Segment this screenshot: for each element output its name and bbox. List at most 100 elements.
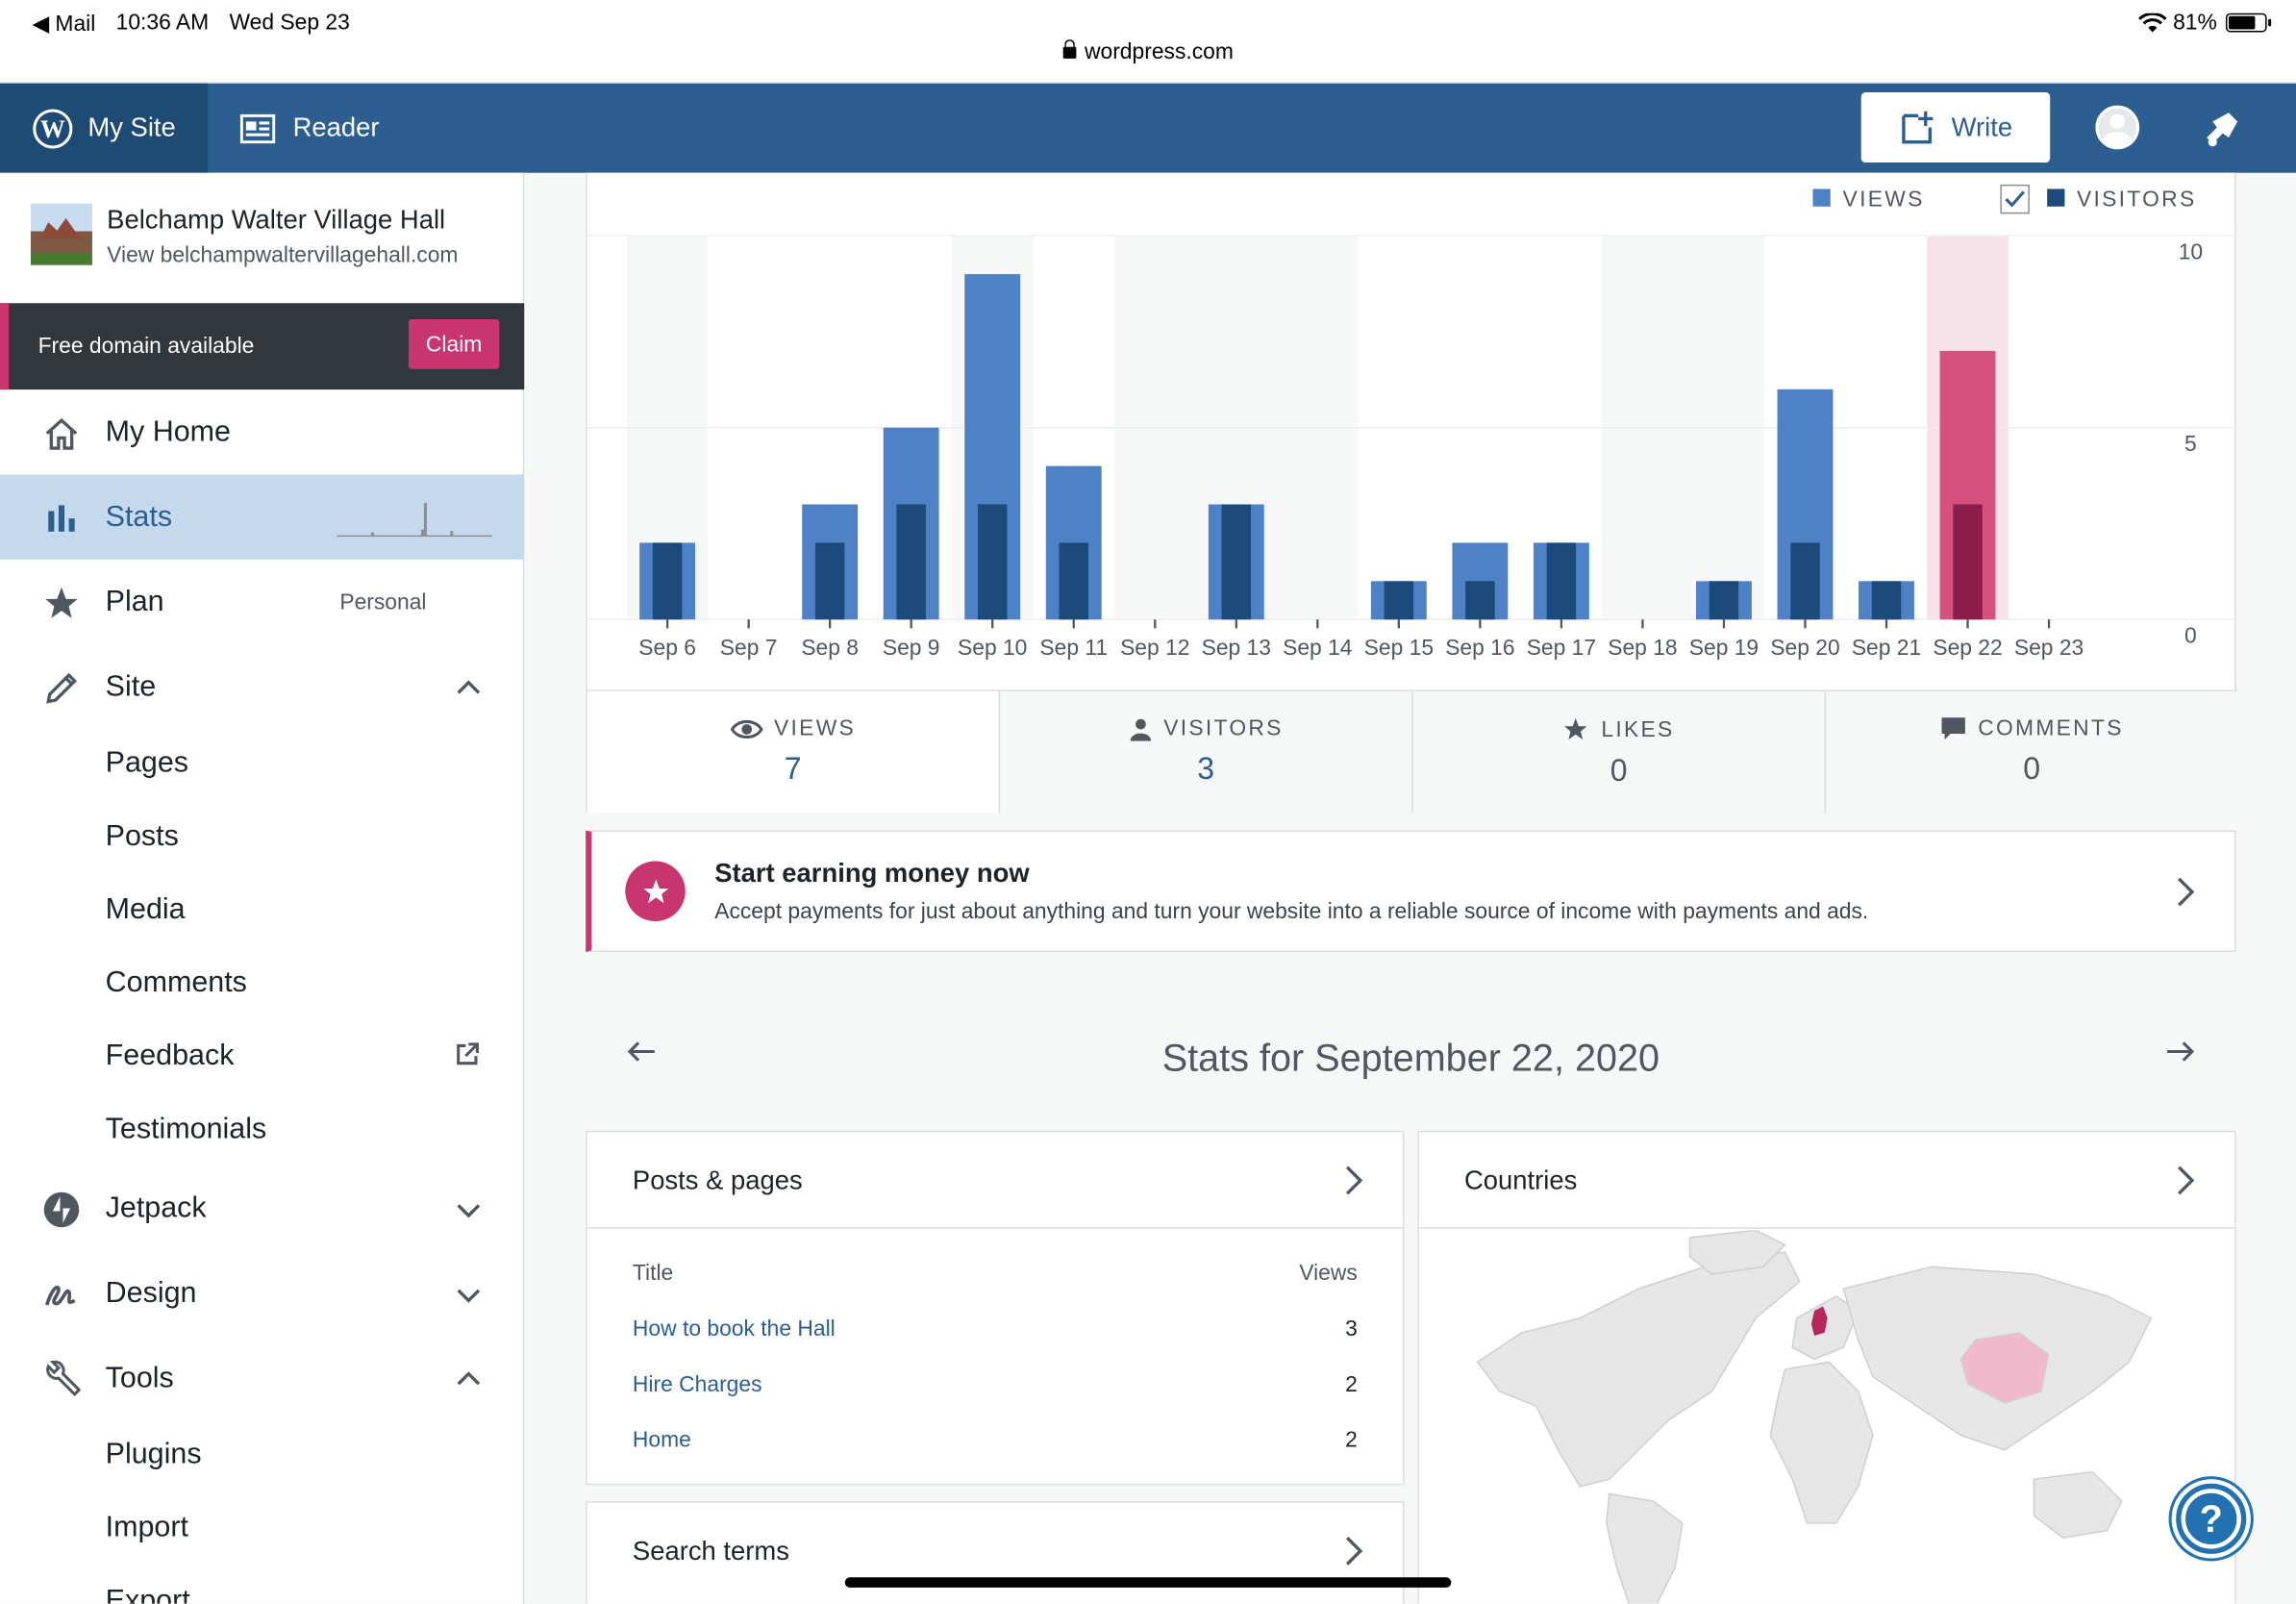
map-country-china (1959, 1332, 2050, 1404)
sidebar-item-design[interactable]: Design (0, 1251, 524, 1336)
sidebar-item-pages[interactable]: Pages (105, 746, 189, 780)
comment-bubble-icon (1941, 717, 1965, 740)
y-tick-label: 5 (2184, 431, 2197, 456)
my-site-button[interactable]: W My Site (0, 83, 209, 173)
y-tick-label: 0 (2184, 623, 2197, 648)
sidebar-item-label: Tools (105, 1361, 174, 1394)
back-to-app[interactable]: ◀ Mail (32, 12, 96, 38)
y-tick-label: 10 (2179, 239, 2203, 264)
x-tick-label: Sep 20 (1770, 635, 1839, 660)
chevron-down-icon (457, 1289, 481, 1303)
visitors-bar (1953, 504, 1983, 620)
visitors-bar (1871, 581, 1902, 620)
wifi-icon (2138, 12, 2167, 32)
star-icon (45, 587, 78, 618)
earn-money-banner[interactable]: Start earning money now Accept payments … (586, 830, 2236, 952)
wordpress-logo-icon: W (33, 108, 73, 148)
chevron-up-icon (457, 680, 481, 694)
write-button[interactable]: Write (1860, 91, 2051, 163)
sidebar-item-comments[interactable]: Comments (105, 966, 247, 999)
sidebar-item-label: Site (105, 669, 157, 703)
countries-header[interactable]: Countries (1418, 1132, 2235, 1229)
sidebar-item-jetpack[interactable]: Jetpack (0, 1165, 524, 1250)
post-row-views: 2 (1345, 1372, 1358, 1397)
arrow-right-icon[interactable] (2166, 1040, 2195, 1063)
post-row-title[interactable]: How to book the Hall (632, 1316, 836, 1342)
site-header[interactable]: Belchamp Walter Village Hall View belcha… (0, 173, 524, 304)
url-bar[interactable]: wordpress.com (0, 39, 2296, 64)
map-south-america (1605, 1492, 1684, 1604)
sidebar-item-my-home[interactable]: My Home (0, 389, 524, 474)
chevron-up-icon (457, 1371, 481, 1386)
sidebar-item-testimonials[interactable]: Testimonials (105, 1113, 267, 1145)
visitors-bar (1709, 581, 1739, 620)
tab-likes[interactable]: LIKES 0 (1411, 690, 1825, 814)
design-brush-icon (44, 1285, 76, 1306)
stats-bar-chart[interactable]: 10 5 0 Sep 6 Sep 7 Sep 8 Sep 9 Sep 10 Sep 11 Sep … (586, 173, 2238, 690)
legend-views-label: VIEWS (1842, 187, 1925, 213)
tab-views[interactable]: VIEWS 7 (586, 690, 999, 814)
post-row-title[interactable]: Hire Charges (632, 1372, 762, 1397)
home-indicator (844, 1577, 1452, 1588)
my-site-label: My Site (87, 113, 176, 142)
sidebar-item-label: Design (105, 1276, 197, 1309)
sidebar-item-posts[interactable]: Posts (105, 819, 179, 853)
visitors-bar (1221, 504, 1252, 620)
sidebar-item-tools[interactable]: Tools (0, 1336, 524, 1420)
tab-comments[interactable]: COMMENTS 0 (1824, 690, 2238, 814)
map-australia (2033, 1470, 2123, 1539)
notifications-bell-icon[interactable] (2200, 107, 2244, 151)
site-icon (30, 203, 92, 265)
wrench-icon (46, 1360, 81, 1397)
posts-pages-header[interactable]: Posts & pages (586, 1132, 1404, 1229)
x-tick-label: Sep 8 (801, 635, 859, 660)
earn-description: Accept payments for just about anything … (714, 899, 1869, 925)
stats-date-title: Stats for September 22, 2020 (1161, 1035, 1660, 1080)
visitors-bar (1384, 581, 1414, 620)
posts-pages-panel: Posts & pages Title Views How to book th… (586, 1130, 1405, 1486)
tab-label: LIKES (1601, 716, 1675, 742)
column-views-header: Views (1299, 1261, 1358, 1287)
sidebar-item-export[interactable]: Export (105, 1584, 190, 1604)
sidebar-item-media[interactable]: Media (105, 893, 186, 926)
reader-button[interactable]: Reader (239, 84, 380, 173)
sidebar-item-import[interactable]: Import (105, 1511, 188, 1544)
tab-visitors[interactable]: VISITORS 3 (998, 690, 1412, 814)
search-terms-panel: Search terms (586, 1501, 1405, 1604)
person-icon (1130, 718, 1151, 740)
claim-button[interactable]: Claim (408, 319, 500, 369)
site-url[interactable]: View belchampwaltervillagehall.com (107, 242, 459, 268)
x-tick-label: Sep 19 (1689, 635, 1759, 660)
help-button[interactable]: ? (2171, 1479, 2251, 1559)
x-tick-label: Sep 23 (2014, 635, 2084, 660)
legend-visitors: VISITORS (2047, 187, 2197, 212)
status-time: 10:36 AM (115, 10, 210, 36)
x-tick-label: Sep 16 (1445, 635, 1514, 660)
sidebar-item-label: My Home (105, 414, 231, 448)
visitors-checkbox[interactable] (2000, 184, 2031, 214)
legend-visitors-swatch (2047, 188, 2065, 206)
sidebar-item-plan[interactable]: Plan Personal (0, 560, 524, 644)
x-tick-label: Sep 13 (1202, 635, 1271, 660)
profile-avatar[interactable] (2095, 105, 2140, 150)
x-tick-label: Sep 15 (1364, 635, 1434, 660)
post-row-title[interactable]: Home (632, 1427, 691, 1453)
arrow-left-icon[interactable] (627, 1040, 656, 1063)
eye-icon (730, 719, 762, 739)
sidebar-item-plugins[interactable]: Plugins (105, 1438, 202, 1471)
sidebar-item-stats[interactable]: Stats (0, 474, 525, 560)
posts-pages-title: Posts & pages (632, 1165, 803, 1195)
x-tick-label: Sep 7 (720, 635, 778, 660)
search-terms-header[interactable]: Search terms (587, 1503, 1403, 1600)
world-map[interactable] (1419, 1230, 2237, 1604)
masterbar: W My Site Reader Write (0, 83, 2296, 173)
sidebar-item-feedback[interactable]: Feedback (105, 1040, 235, 1072)
tab-value: 7 (784, 752, 802, 787)
back-app-label: Mail (55, 12, 96, 38)
x-tick-label: Sep 10 (958, 635, 1027, 660)
countries-title: Countries (1464, 1165, 1578, 1195)
sidebar-item-site[interactable]: Site (0, 644, 524, 729)
earn-star-icon (625, 861, 686, 921)
legend-views: VIEWS (1813, 187, 1925, 212)
stats-chart-card: 10 5 0 Sep 6 Sep 7 Sep 8 Sep 9 Sep 10 Sep 11 Sep … (586, 172, 2238, 814)
